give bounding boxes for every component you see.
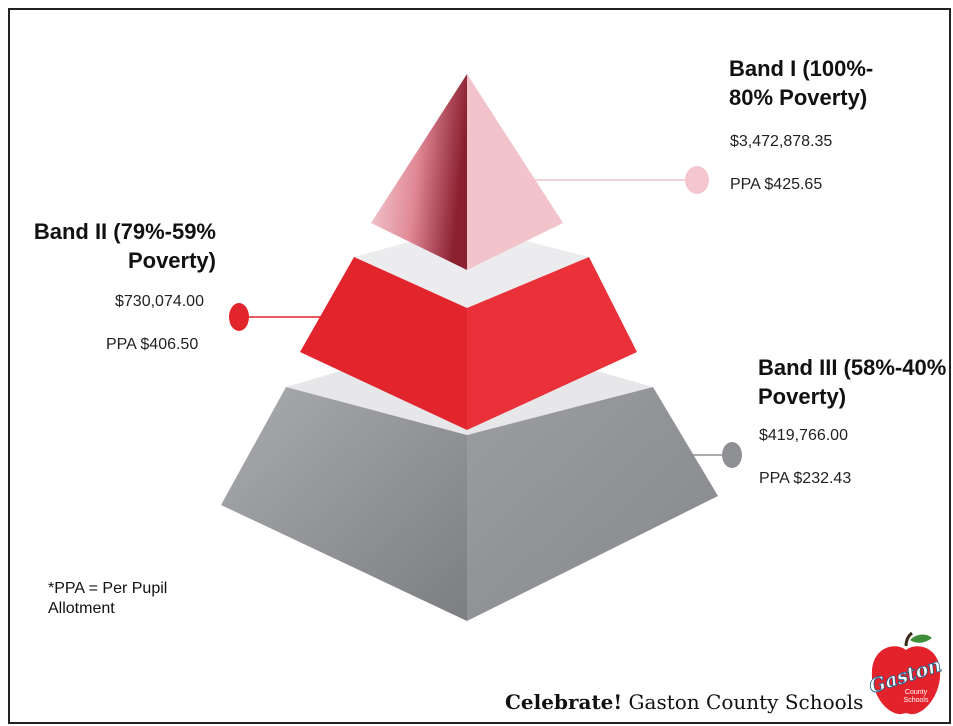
band-ii-title: Band II (79%-59% Poverty) xyxy=(20,217,216,275)
band-i-title-line1: Band I (100%- xyxy=(729,56,874,81)
band-ii-left-face xyxy=(300,257,467,430)
band-iii-amount: $419,766.00 xyxy=(759,427,848,444)
band-iii-right-face xyxy=(467,387,718,621)
band-i-title-line2: 80% Poverty) xyxy=(729,85,868,110)
logo-sub-county: County xyxy=(905,689,928,696)
diagram-frame xyxy=(8,8,951,724)
band-ii-ppa: PPA $406.50 xyxy=(106,336,199,353)
logo-sub-schools: Schools xyxy=(904,697,929,704)
band-ii-title-line1: Band II (79%-59% xyxy=(33,219,216,244)
band-i-right-face xyxy=(467,74,563,270)
band-iii-ppa: PPA $232.43 xyxy=(759,470,852,487)
band-iii-left-face xyxy=(221,387,467,621)
ppa-footnote: *PPA = Per Pupil Allotment xyxy=(48,580,168,617)
band-iii-marker-dot xyxy=(722,442,742,468)
band-ii-amount: $730,074.00 xyxy=(115,293,204,310)
footer-celebrate: Celebrate! xyxy=(505,690,623,714)
band-iii-title: Band III (58%-40% Poverty) xyxy=(758,353,946,411)
footer-tagline: Celebrate! Gaston County Schools xyxy=(505,690,863,714)
band-i-title: Band I (100%- 80% Poverty) xyxy=(729,54,873,112)
logo-apple-stem xyxy=(904,632,913,647)
logo-apple-leaf xyxy=(910,634,932,643)
band-ii-right-face xyxy=(467,257,637,430)
band-ii-marker-dot xyxy=(229,303,249,331)
band-iii-title-line2: Poverty) xyxy=(758,384,847,409)
band-i-left-face xyxy=(371,74,467,270)
band-i-ppa: PPA $425.65 xyxy=(730,176,823,193)
gaston-apple-logo: Gaston County Schools xyxy=(866,632,945,715)
band-i-amount: $3,472,878.35 xyxy=(730,133,833,150)
logo-apple-body xyxy=(871,646,941,715)
footer-district-name: Gaston County Schools xyxy=(628,690,864,714)
band-i-marker-dot xyxy=(685,166,709,194)
band-iii-title-line1: Band III (58%-40% xyxy=(758,355,947,380)
band-ii-title-line2: Poverty) xyxy=(127,248,216,273)
